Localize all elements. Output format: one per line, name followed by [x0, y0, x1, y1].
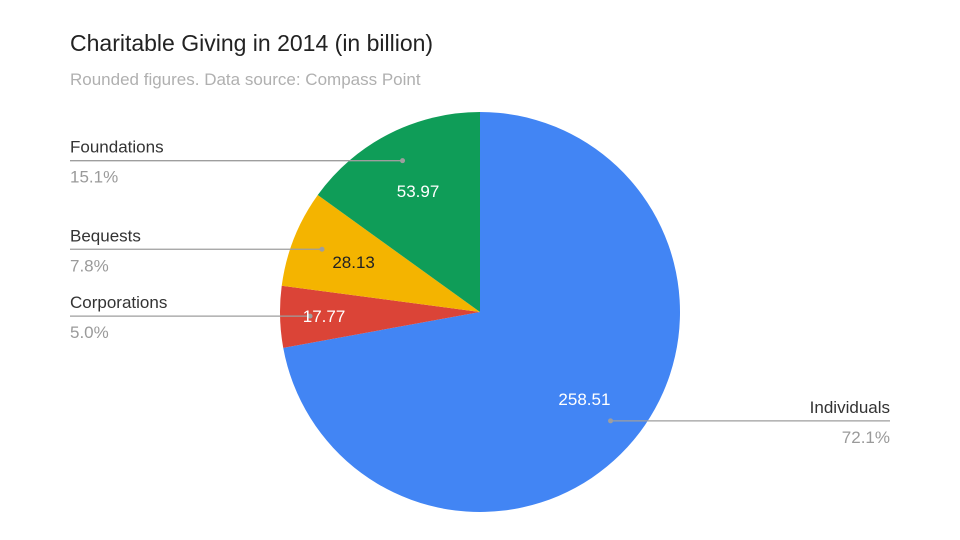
callout-dot-individuals	[608, 418, 614, 424]
pie-slice-corporations	[279, 285, 480, 348]
chart-title: Charitable Giving in 2014 (in billion)	[70, 30, 434, 56]
callout-label-foundations: Foundations	[70, 138, 164, 157]
callout-label-bequests: Bequests	[70, 226, 141, 245]
callout-dot-foundations	[400, 158, 406, 164]
callout-percent-bequests: 7.8%	[70, 256, 109, 275]
callout-percent-corporations: 5.0%	[70, 323, 109, 342]
callout-percent-individuals: 72.1%	[842, 428, 890, 447]
chart-subtitle: Rounded figures. Data source: Compass Po…	[70, 70, 421, 89]
pie-slice-individuals	[283, 112, 680, 512]
pie-slice-bequests	[281, 195, 480, 312]
pie-slice-foundations	[317, 111, 480, 312]
slice-value-label-individuals: 258.51	[558, 390, 610, 409]
callout-label-individuals: Individuals	[810, 398, 890, 417]
callout-dot-corporations	[307, 313, 313, 319]
callout-label-corporations: Corporations	[70, 293, 167, 312]
slice-value-label-foundations: 53.97	[397, 182, 440, 201]
slice-value-label-bequests: 28.13	[332, 253, 375, 272]
callout-percent-foundations: 15.1%	[70, 168, 118, 187]
slice-value-label-corporations: 17.77	[303, 307, 346, 326]
callout-dot-bequests	[319, 246, 325, 252]
